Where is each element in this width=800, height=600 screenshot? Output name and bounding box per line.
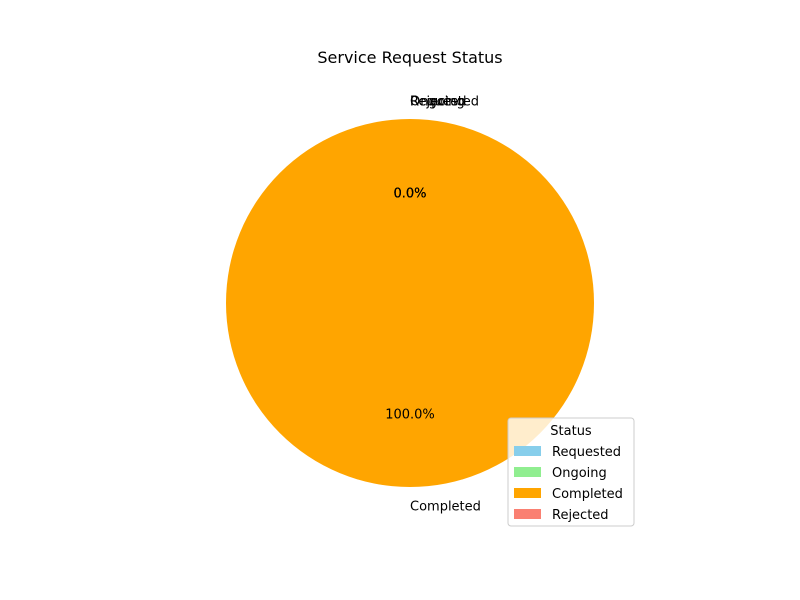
slice-label-completed: Completed — [410, 499, 481, 514]
slice-percent-requested: 0.0% — [393, 187, 426, 202]
slice-percent-completed: 100.0% — [385, 407, 435, 422]
legend: Status Requested Ongoing Completed Rejected — [507, 417, 635, 527]
slice-labels: Requested0.0%Ongoing0.0%Completed100.0%R… — [385, 95, 481, 515]
legend-items: Requested Ongoing Completed Rejected — [514, 445, 623, 523]
legend-label-rejected: Rejected — [552, 508, 609, 523]
legend-swatch-requested — [514, 446, 541, 456]
legend-label-ongoing: Ongoing — [552, 466, 607, 481]
chart-title: Service Request Status — [317, 48, 502, 67]
legend-label-completed: Completed — [552, 487, 623, 502]
legend-box — [507, 417, 635, 527]
legend-swatch-ongoing — [514, 467, 541, 477]
legend-swatch-rejected — [514, 509, 541, 519]
legend-label-requested: Requested — [552, 445, 621, 460]
slice-label-requested: Requested — [410, 95, 479, 110]
pie-slices — [226, 119, 594, 487]
legend-swatch-completed — [514, 488, 541, 498]
legend-title: Status — [550, 424, 592, 439]
slice-percent-ongoing: 0.0% — [393, 187, 426, 202]
slice-label-ongoing: Ongoing — [410, 95, 465, 110]
slice-percent-rejected: 0.0% — [393, 187, 426, 202]
slice-label-rejected: Rejected — [410, 95, 467, 110]
pie-slice-completed — [226, 119, 594, 487]
